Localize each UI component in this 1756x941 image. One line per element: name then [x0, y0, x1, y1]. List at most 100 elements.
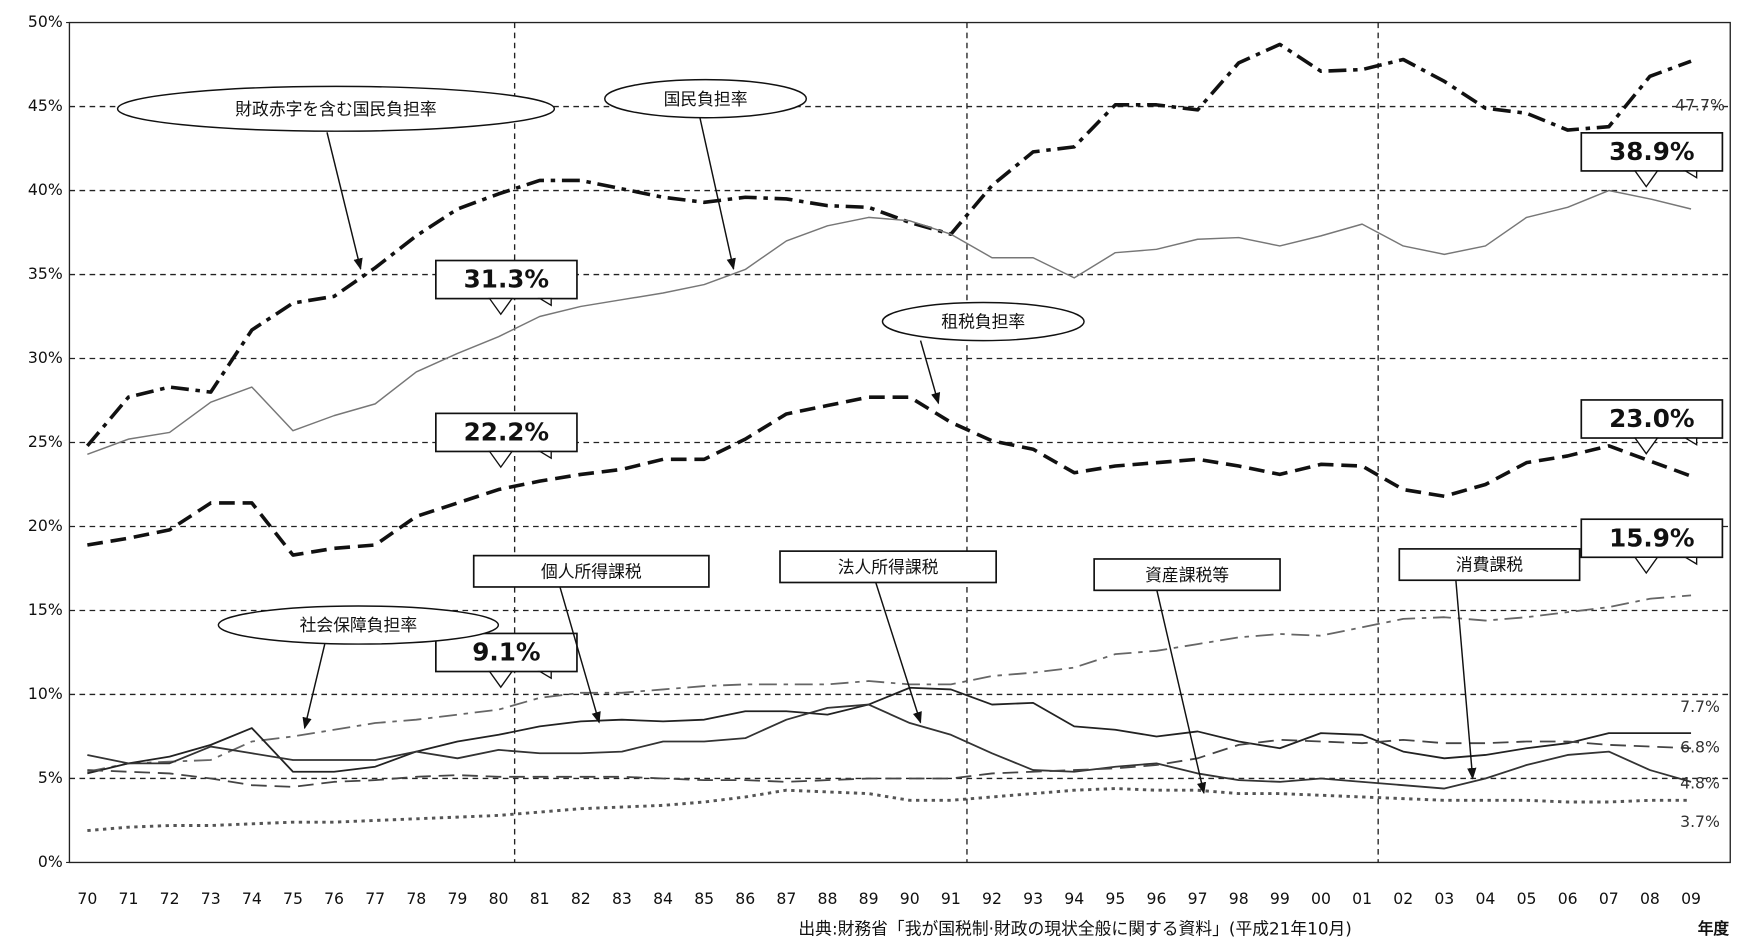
x-tick-label: 89: [859, 889, 879, 908]
series-callout: 租税負担率: [881, 301, 1085, 405]
series-line: [87, 686, 1692, 775]
callout-arrow: [875, 582, 922, 724]
value-label: 38.9%: [1609, 137, 1694, 166]
x-tick-label: 02: [1393, 889, 1413, 908]
legend-label: 租税負担率: [941, 312, 1025, 332]
series-line: [85, 42, 1692, 448]
callout-ellipse: [881, 301, 1085, 342]
series-callout: 法人所得課税: [779, 550, 997, 724]
callout-arrow: [1156, 590, 1207, 795]
x-tick-label: 91: [941, 889, 961, 908]
x-tick-label: 75: [283, 889, 303, 908]
callout-box: [779, 550, 997, 584]
x-tick-label: 85: [694, 889, 714, 908]
x-tick-label: 88: [818, 889, 838, 908]
legend-label: 消費課税: [1456, 555, 1523, 575]
value-callout: 22.2%: [435, 412, 578, 469]
series-callout: 資産課税等: [1093, 558, 1281, 795]
legend-label: 資産課税等: [1145, 565, 1229, 585]
series-line: [87, 189, 1692, 455]
series-line: [87, 594, 1692, 773]
x-tick-label: 96: [1147, 889, 1167, 908]
legend-label: 法人所得課税: [838, 557, 939, 577]
x-tick-label: 08: [1640, 889, 1660, 908]
y-tick-label: 35%: [28, 264, 63, 283]
x-tick-label: 77: [365, 889, 385, 908]
series-line: [87, 395, 1692, 557]
series-line: [87, 738, 1692, 788]
value-label: 15.9%: [1609, 523, 1694, 552]
callout-pointer: [488, 297, 552, 316]
callout-box: [1580, 132, 1724, 172]
x-tick-label: 97: [1188, 889, 1208, 908]
callout-pointer: [1633, 556, 1698, 575]
x-tick-label: 01: [1352, 889, 1372, 908]
series-callout: 社会保障負担率: [217, 605, 500, 730]
x-tick-label: 95: [1105, 889, 1125, 908]
callout-box: [1580, 399, 1724, 439]
x-tick-label: 86: [735, 889, 755, 908]
x-tick-label: 98: [1229, 889, 1249, 908]
value-label: 4.8%: [1680, 774, 1720, 793]
value-label: 31.3%: [464, 265, 549, 294]
x-tick-label: 73: [201, 889, 221, 908]
x-tick-label: 82: [571, 889, 591, 908]
series-callout: 財政赤字を含む国民負担率: [116, 85, 556, 271]
y-tick-label: 50%: [28, 12, 63, 31]
y-tick-label: 30%: [28, 348, 63, 367]
x-tick-label: 05: [1517, 889, 1537, 908]
callout-ellipse: [116, 85, 556, 132]
callout-arrow: [302, 643, 326, 730]
plot-frame: [68, 21, 1731, 864]
value-label: 47.7%: [1675, 95, 1725, 114]
series-line: [87, 703, 1692, 790]
value-callout: 23.0%: [1580, 399, 1724, 455]
legend-label: 国民負担率: [664, 89, 748, 109]
x-tick-label: 87: [776, 889, 796, 908]
callout-pointer: [1633, 170, 1698, 188]
value-label: 23.0%: [1609, 404, 1694, 433]
callout-box: [1093, 558, 1281, 592]
y-tick-label: 5%: [38, 768, 63, 787]
callout-box: [472, 554, 710, 588]
callout-arrow: [1455, 580, 1477, 780]
x-tick-label: 94: [1064, 889, 1084, 908]
legend-label: 社会保障負担率: [300, 615, 417, 635]
x-tick-label: 09: [1681, 889, 1701, 908]
callout-arrow: [919, 340, 941, 405]
y-tick-label: 20%: [28, 516, 63, 535]
value-label: 3.7%: [1680, 812, 1720, 831]
x-tick-label: 70: [77, 889, 97, 908]
callout-box: [1580, 518, 1724, 559]
x-tick-label: 06: [1558, 889, 1578, 908]
callout-box: [435, 632, 578, 673]
x-tick-label: 00: [1311, 889, 1331, 908]
callout-box: [435, 259, 578, 300]
x-tick-label: 74: [242, 889, 262, 908]
callout-box: [1398, 548, 1581, 582]
series-line: [87, 787, 1692, 832]
x-tick-label: 07: [1599, 889, 1619, 908]
x-tick-label: 76: [324, 889, 344, 908]
x-tick-label: 72: [160, 889, 180, 908]
x-tick-label: 99: [1270, 889, 1290, 908]
callout-arrow: [699, 117, 736, 271]
callout-arrow: [326, 132, 363, 271]
y-tick-label: 45%: [28, 96, 63, 115]
x-tick-label: 90: [900, 889, 920, 908]
series-callout: 個人所得課税: [472, 554, 710, 724]
callout-pointer: [1633, 437, 1698, 455]
callout-ellipse: [217, 605, 500, 645]
value-label: 7.7%: [1680, 697, 1720, 716]
series-callout: 国民負担率: [604, 78, 808, 271]
callout-pointer: [488, 450, 552, 469]
x-tick-label: 84: [653, 889, 673, 908]
value-label: 6.8%: [1680, 738, 1720, 757]
x-tick-label: 83: [612, 889, 632, 908]
legend-label: 個人所得課税: [541, 561, 642, 581]
y-tick-label: 25%: [28, 432, 63, 451]
series-callout: 消費課税: [1398, 548, 1581, 780]
x-axis-label: 年度: [1698, 919, 1730, 938]
y-tick-label: 10%: [28, 684, 63, 703]
